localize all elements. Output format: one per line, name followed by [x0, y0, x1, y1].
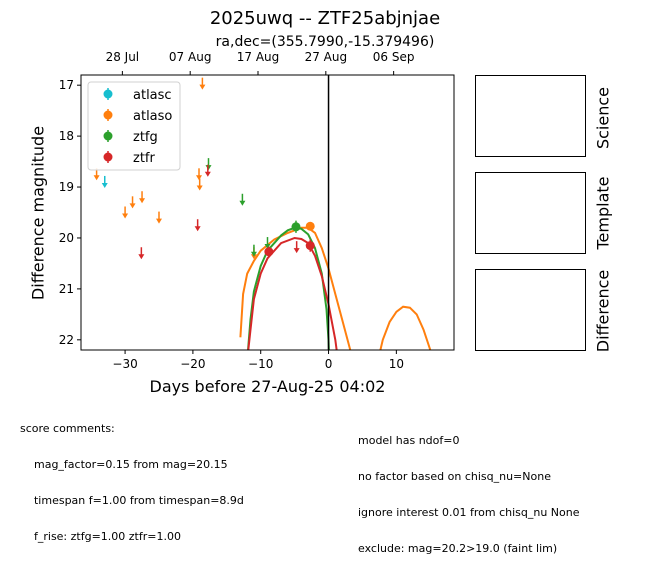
- score-comment-line: timespan f=1.00 from timespan=8.9d: [20, 494, 244, 507]
- y-tick-label: 22: [59, 333, 74, 347]
- science-panel: [475, 75, 586, 157]
- upper-limit-arrowhead-atlaso: [199, 84, 206, 90]
- top-x-tick-label: 06 Sep: [373, 50, 415, 64]
- x-tick-label: 0: [325, 357, 333, 371]
- model-comment-line: exclude: mag=20.2>19.0 (faint lim): [358, 542, 558, 555]
- upper-limit-arrowhead-ztfg: [239, 200, 246, 206]
- y-tick-label: 18: [59, 129, 74, 143]
- upper-limit-arrowhead-ztfg: [250, 251, 257, 257]
- x-tick-label: 10: [389, 357, 404, 371]
- upper-limit-arrowhead-ztfr: [194, 226, 201, 232]
- data-point-ztfr: [305, 241, 315, 251]
- legend-label-atlasc: atlasc: [133, 88, 172, 103]
- plot-frame: [80, 74, 455, 351]
- data-point-ztfr: [264, 247, 274, 257]
- model-curve-ztfg: [247, 226, 330, 350]
- top-x-tick-label: 28 Jul: [106, 50, 140, 64]
- x-tick-label: −30: [112, 357, 137, 371]
- score-comment-line: mag_factor=0.15 from mag=20.15: [20, 458, 228, 471]
- score-comment-line: f_rise: ztfg=1.00 ztfr=1.00: [20, 530, 181, 543]
- model-curve-ztfr: [247, 236, 338, 350]
- score-comments: score comments: mag_factor=0.15 from mag…: [20, 399, 244, 555]
- science-label: Science: [593, 86, 613, 150]
- upper-limit-arrowhead-atlasc: [101, 182, 108, 188]
- y-tick-label: 20: [59, 231, 74, 245]
- score-comment-line: score comments:: [20, 422, 115, 435]
- y-axis-label: Difference magnitude: [28, 125, 48, 301]
- template-panel: [475, 172, 586, 254]
- difference-panel: [475, 269, 586, 351]
- y-tick-label: 17: [59, 78, 74, 92]
- model-comment-line: no factor based on chisq_nu=None: [358, 470, 551, 483]
- data-point-ztfg: [291, 222, 301, 232]
- upper-limit-arrowhead-atlaso: [129, 203, 136, 209]
- x-axis-label: Days before 27-Aug-25 04:02: [149, 377, 386, 396]
- upper-limit-arrowhead-ztfr: [293, 248, 300, 254]
- model-curve-atlaso: [239, 226, 352, 350]
- upper-limit-arrowhead-atlaso: [250, 254, 257, 260]
- top-x-tick-label: 07 Aug: [169, 50, 212, 64]
- legend-label-ztfg: ztfg: [133, 130, 158, 145]
- upper-limit-arrowhead-atlaso: [155, 218, 162, 224]
- upper-limit-arrowhead-atlaso: [196, 185, 203, 191]
- plot-area: [93, 75, 432, 350]
- top-x-tick-label: 27 Aug: [305, 50, 348, 64]
- data-point-atlaso: [305, 221, 315, 231]
- upper-limit-arrowhead-atlaso: [139, 198, 146, 204]
- model-comment-line: ignore interest 0.01 from chisq_nu None: [358, 506, 580, 519]
- legend-box: [87, 81, 181, 171]
- top-x-tick-label: 17 Aug: [237, 50, 280, 64]
- upper-limit-arrowhead-ztfr: [138, 254, 145, 260]
- legend-label-ztfr: ztfr: [133, 151, 155, 166]
- lightcurve-chart: −30 −20 −10 0 10 17 18 19 20 21 22 28 Jul 07 Aug 17 A…: [59, 50, 455, 371]
- chart-subtitle: ra,dec=(355.7990,-15.379496): [215, 34, 435, 50]
- upper-limit-arrowhead-atlaso: [196, 175, 203, 181]
- upper-limit-arrowhead-ztfr: [204, 171, 211, 177]
- legend-marker-ztfr: [103, 152, 113, 162]
- template-label: Template: [593, 176, 613, 250]
- upper-limit-arrowhead-atlaso: [122, 213, 129, 219]
- legend-label-atlaso: atlaso: [133, 109, 172, 124]
- model-comments: model has ndof=0 no factor based on chis…: [358, 411, 580, 567]
- x-tick-label: −20: [180, 357, 205, 371]
- model-curve-atlaso: [379, 305, 432, 350]
- upper-limit-arrowhead-atlaso: [93, 175, 100, 181]
- legend-marker-ztfg: [103, 131, 113, 141]
- x-tick-label: −10: [248, 357, 273, 371]
- chart-title: 2025uwq -- ZTF25abjnjae: [209, 8, 441, 29]
- y-tick-label: 19: [59, 180, 74, 194]
- legend-marker-atlaso: [103, 110, 113, 120]
- model-comment-line: model has ndof=0: [358, 434, 460, 447]
- y-tick-label: 21: [59, 282, 74, 296]
- legend-marker-atlasc: [103, 89, 113, 99]
- upper-limit-arrowhead-ztfg: [264, 244, 271, 250]
- difference-label: Difference: [593, 269, 613, 353]
